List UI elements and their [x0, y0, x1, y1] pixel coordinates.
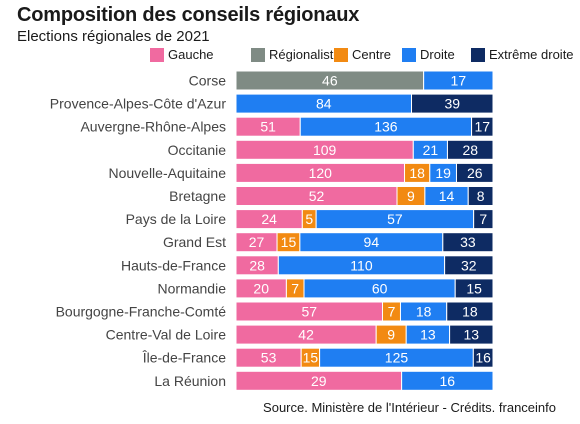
legend-swatch	[150, 47, 164, 62]
source-credit: Source. Ministère de l'Intérieur - Crédi…	[263, 400, 556, 415]
legend-swatch	[471, 47, 485, 62]
data-label: 20	[253, 280, 269, 296]
data-label: 9	[407, 188, 415, 204]
data-label: 18	[409, 165, 425, 181]
data-label: 109	[313, 142, 337, 158]
category-label: Auvergne-Rhône-Alpes	[80, 119, 226, 135]
legend-item: Centre	[334, 47, 391, 62]
bar-segment	[444, 255, 494, 276]
data-label: 17	[451, 73, 467, 89]
bar-segment	[423, 70, 494, 91]
bar-segment	[446, 301, 494, 322]
data-label: 7	[479, 211, 487, 227]
data-label: 16	[475, 350, 491, 366]
bar-segment	[411, 93, 494, 114]
data-label: 28	[462, 142, 478, 158]
data-label: 94	[364, 234, 380, 250]
data-label: 9	[387, 327, 395, 343]
bar-segment	[472, 347, 494, 368]
bar-segment	[471, 116, 494, 137]
data-label: 26	[467, 165, 483, 181]
data-label: 42	[298, 327, 314, 343]
data-label: 125	[385, 350, 409, 366]
category-label: Bretagne	[169, 188, 226, 204]
legend-label: Régionalistes	[269, 47, 348, 62]
data-label: 39	[444, 96, 460, 112]
legend-item: Gauche	[150, 47, 214, 62]
legend-label: Centre	[352, 47, 392, 62]
data-label: 27	[249, 234, 265, 250]
data-label: 17	[475, 119, 491, 135]
data-label: 110	[350, 257, 373, 273]
legend: Gauche Régionalistes Centre Droite Extrême d…	[0, 47, 580, 63]
legend-swatch	[402, 47, 416, 62]
bar-segment	[473, 209, 494, 230]
data-label: 8	[477, 188, 485, 204]
legend-item: Extrême droite	[471, 47, 574, 62]
data-label: 33	[460, 234, 476, 250]
bar-segment	[449, 324, 494, 345]
bar-segment	[467, 186, 494, 206]
data-label: 136	[374, 119, 398, 135]
category-label: Nouvelle-Aquitaine	[108, 165, 226, 181]
data-label: 24	[261, 211, 277, 227]
data-label: 15	[303, 350, 319, 366]
bar-segment	[446, 139, 494, 160]
data-label: 18	[416, 304, 432, 320]
category-label: Provence-Alpes-Côte d'Azur	[50, 96, 227, 112]
data-label: 14	[439, 188, 455, 204]
data-label: 57	[387, 211, 403, 227]
data-label: 60	[372, 280, 388, 296]
data-label: 32	[461, 257, 477, 273]
category-label: Occitanie	[168, 142, 227, 158]
data-label: 13	[464, 327, 480, 343]
data-label: 16	[440, 373, 456, 389]
category-label: Grand Est	[163, 234, 226, 250]
bar-segment	[442, 232, 494, 253]
category-label: Normandie	[158, 280, 227, 296]
legend-item: Régionalistes	[251, 47, 347, 62]
bar-segment	[454, 278, 494, 299]
data-label: 46	[322, 73, 338, 89]
data-label: 18	[462, 304, 478, 320]
data-label: 29	[311, 373, 327, 389]
bar-segment	[401, 370, 494, 391]
chart-title: Composition des conseils régionaux	[17, 4, 360, 26]
data-label: 53	[261, 350, 277, 366]
category-label: Centre-Val de Loire	[106, 327, 227, 343]
category-label: Île-de-France	[142, 350, 226, 366]
legend-item: Droite	[402, 47, 455, 62]
data-label: 51	[260, 119, 276, 135]
data-label: 7	[388, 304, 396, 320]
data-label: 84	[316, 96, 332, 112]
data-label: 120	[309, 165, 333, 181]
data-label: 13	[420, 327, 436, 343]
data-label: 19	[435, 165, 451, 181]
legend-label: Droite	[420, 47, 455, 62]
category-label: Bourgogne-Franche-Comté	[56, 304, 227, 320]
chart-subtitle: Elections régionales de 2021	[17, 28, 210, 45]
data-label: 7	[291, 280, 299, 296]
legend-swatch	[251, 47, 265, 62]
category-label: La Réunion	[154, 373, 226, 389]
data-label: 52	[309, 188, 325, 204]
data-label: 15	[466, 280, 482, 296]
data-label: 15	[281, 234, 297, 250]
data-label: 21	[423, 142, 439, 158]
legend-label: Extrême droite	[489, 47, 574, 62]
legend-swatch	[334, 47, 348, 62]
data-label: 28	[249, 257, 265, 273]
category-label: Pays de la Loire	[126, 211, 227, 227]
data-label: 57	[301, 304, 317, 320]
legend-label: Gauche	[168, 47, 214, 62]
data-label: 5	[305, 211, 313, 227]
category-label: Corse	[189, 73, 227, 89]
category-label: Hauts-de-France	[121, 257, 226, 273]
bar-segment	[455, 162, 494, 183]
